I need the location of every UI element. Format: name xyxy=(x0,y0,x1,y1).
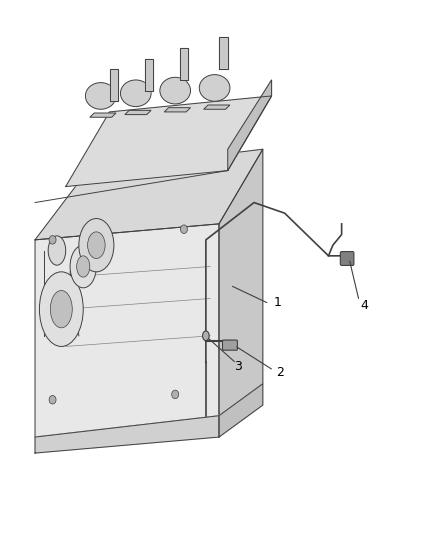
Circle shape xyxy=(49,236,56,244)
Text: 1: 1 xyxy=(274,296,282,310)
Ellipse shape xyxy=(77,256,90,277)
Polygon shape xyxy=(35,149,263,240)
Polygon shape xyxy=(204,105,230,109)
Circle shape xyxy=(49,395,56,404)
FancyBboxPatch shape xyxy=(223,340,237,350)
Polygon shape xyxy=(66,96,272,187)
Polygon shape xyxy=(219,37,228,69)
Polygon shape xyxy=(145,59,153,91)
Polygon shape xyxy=(164,108,191,112)
Circle shape xyxy=(180,225,187,233)
Ellipse shape xyxy=(160,77,191,104)
Ellipse shape xyxy=(120,80,151,107)
Ellipse shape xyxy=(202,331,209,341)
Ellipse shape xyxy=(85,83,116,109)
Ellipse shape xyxy=(50,290,72,328)
Text: 4: 4 xyxy=(360,299,368,312)
Polygon shape xyxy=(228,80,272,171)
Text: 2: 2 xyxy=(276,366,284,379)
Text: 3: 3 xyxy=(234,360,242,374)
Ellipse shape xyxy=(39,272,83,346)
Ellipse shape xyxy=(199,75,230,101)
Polygon shape xyxy=(125,110,151,115)
Polygon shape xyxy=(219,149,263,416)
Polygon shape xyxy=(35,224,219,437)
Ellipse shape xyxy=(70,245,96,288)
FancyBboxPatch shape xyxy=(340,252,354,265)
Ellipse shape xyxy=(88,232,105,259)
Polygon shape xyxy=(110,69,118,101)
Polygon shape xyxy=(35,416,219,453)
Polygon shape xyxy=(180,48,188,80)
Ellipse shape xyxy=(48,236,66,265)
Polygon shape xyxy=(90,113,116,117)
Circle shape xyxy=(172,390,179,399)
Polygon shape xyxy=(219,384,263,437)
Ellipse shape xyxy=(79,219,114,272)
